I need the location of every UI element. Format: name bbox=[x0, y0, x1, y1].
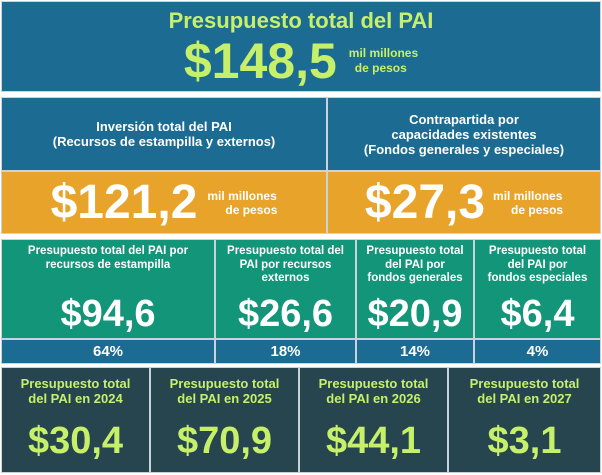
breakdown-title: Presupuesto total del PAI por recursos d… bbox=[27, 245, 189, 271]
year-card-2026: Presupuesto total del PAI en 2026 $44,1 bbox=[299, 367, 448, 473]
inversion-amount: $121,2 bbox=[50, 175, 198, 229]
contrapartida-unit: mil millones de pesos bbox=[493, 188, 564, 217]
breakdown-amount: $94,6 bbox=[60, 293, 156, 335]
contrapartida-title: Contrapartida por capacidades existentes… bbox=[363, 111, 565, 157]
year-amount: $70,9 bbox=[176, 420, 273, 462]
year-amount: $3,1 bbox=[487, 420, 562, 462]
breakdown-title: Presupuesto total del PAI por fondos gen… bbox=[366, 245, 464, 284]
total-budget-unit: mil millones de pesos bbox=[348, 45, 419, 75]
percent-value: 18% bbox=[270, 343, 301, 360]
breakdown-amount: $6,4 bbox=[500, 293, 575, 335]
breakdown-amount: $20,9 bbox=[367, 293, 463, 335]
year-card-2027: Presupuesto total del PAI en 2027 $3,1 bbox=[448, 367, 601, 473]
year-title: Presupuesto total del PAI en 2026 bbox=[318, 376, 429, 406]
percent-especiales: 4% bbox=[474, 339, 601, 364]
inversion-amount-panel: $121,2 mil millones de pesos bbox=[1, 171, 327, 234]
breakdown-title: Presupuesto total del PAI por fondos esp… bbox=[487, 245, 588, 284]
year-title: Presupuesto total del PAI en 2027 bbox=[469, 376, 580, 406]
contrapartida-header: Contrapartida por capacidades existentes… bbox=[327, 97, 601, 171]
breakdown-amount: $26,6 bbox=[237, 293, 334, 335]
year-amount: $30,4 bbox=[27, 420, 124, 462]
breakdown-card-generales: Presupuesto total del PAI por fondos gen… bbox=[356, 239, 474, 339]
breakdown-title: Presupuesto total del PAI por recursos e… bbox=[227, 245, 344, 284]
breakdown-card-especiales: Presupuesto total del PAI por fondos esp… bbox=[474, 239, 601, 339]
year-title: Presupuesto total del PAI en 2024 bbox=[20, 376, 131, 406]
year-amount: $44,1 bbox=[325, 420, 422, 462]
percent-estampilla: 64% bbox=[1, 339, 215, 364]
breakdown-card-estampilla: Presupuesto total del PAI por recursos d… bbox=[1, 239, 215, 339]
year-card-2024: Presupuesto total del PAI en 2024 $30,4 bbox=[1, 367, 150, 473]
contrapartida-amount: $27,3 bbox=[364, 175, 486, 229]
breakdown-card-externos: Presupuesto total del PAI por recursos e… bbox=[215, 239, 356, 339]
total-budget-amount: $148,5 bbox=[183, 32, 337, 89]
year-title: Presupuesto total del PAI en 2025 bbox=[169, 376, 280, 406]
percent-generales: 14% bbox=[356, 339, 474, 364]
contrapartida-amount-panel: $27,3 mil millones de pesos bbox=[327, 171, 601, 234]
inversion-title: Inversión total del PAI (Recursos de est… bbox=[52, 119, 276, 149]
total-budget-panel: Presupuesto total del PAI $148,5 mil mil… bbox=[1, 1, 601, 92]
percent-value: 14% bbox=[399, 343, 431, 360]
inversion-unit: mil millones de pesos bbox=[207, 188, 278, 217]
percent-value: 4% bbox=[526, 343, 549, 360]
year-card-2025: Presupuesto total del PAI en 2025 $70,9 bbox=[150, 367, 299, 473]
percent-value: 64% bbox=[92, 343, 124, 360]
percent-externos: 18% bbox=[215, 339, 356, 364]
total-budget-title: Presupuesto total del PAI bbox=[168, 7, 434, 33]
inversion-header: Inversión total del PAI (Recursos de est… bbox=[1, 97, 327, 171]
